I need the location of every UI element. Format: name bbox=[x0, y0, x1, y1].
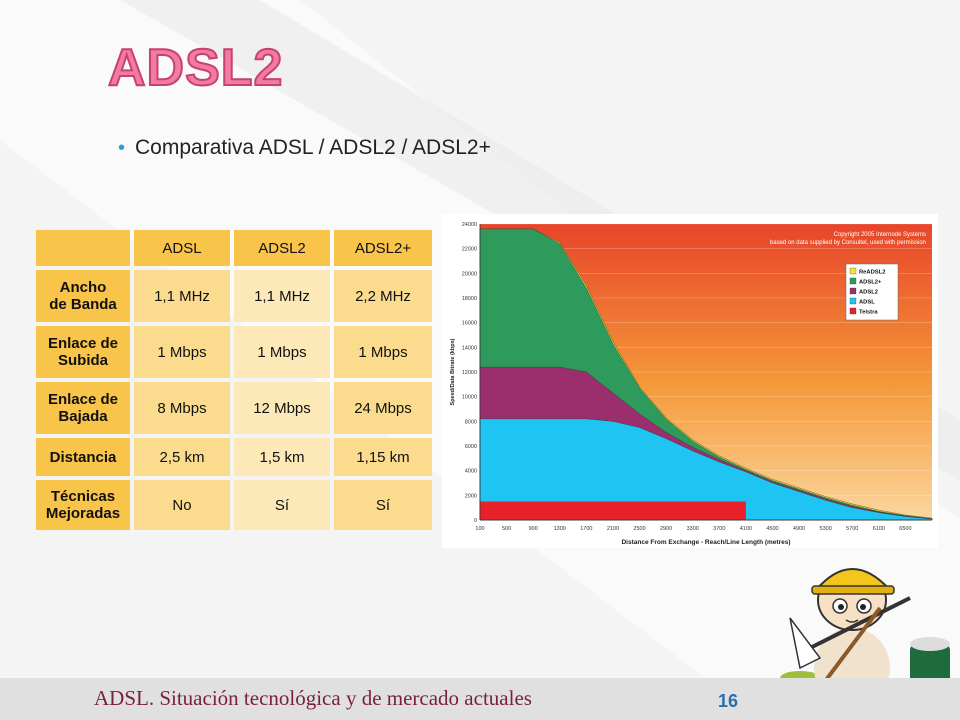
x-tick-label: 5700 bbox=[846, 526, 858, 532]
y-tick-label: 0 bbox=[474, 518, 477, 524]
bullet-item: • Comparativa ADSL / ADSL2 / ADSL2+ bbox=[118, 136, 491, 160]
footer-title: ADSL. Situación tecnológica y de mercado… bbox=[94, 686, 532, 710]
slide-title: ADSL2 bbox=[107, 38, 284, 98]
series-area-telstra bbox=[480, 501, 746, 520]
y-tick-label: 10000 bbox=[462, 395, 477, 401]
table-row-header: Enlace de Bajada bbox=[36, 382, 130, 434]
copyright-note: based on data supplied by Consultel, use… bbox=[770, 240, 926, 246]
x-tick-label: 2100 bbox=[607, 526, 619, 532]
table-cell: 24 Mbps bbox=[334, 382, 432, 434]
x-tick-label: 1700 bbox=[580, 526, 592, 532]
y-tick-label: 6000 bbox=[465, 444, 477, 450]
table-cell: No bbox=[134, 480, 230, 530]
y-tick-label: 18000 bbox=[462, 296, 477, 302]
x-tick-label: 5300 bbox=[820, 526, 832, 532]
table-cell: Sí bbox=[234, 480, 330, 530]
y-tick-label: 4000 bbox=[465, 469, 477, 475]
y-tick-label: 2000 bbox=[465, 493, 477, 499]
x-tick-label: 500 bbox=[502, 526, 511, 532]
legend-label: ADSL2 bbox=[859, 290, 878, 296]
table-row-header: Técnicas Mejoradas bbox=[36, 480, 130, 530]
x-tick-label: 1300 bbox=[554, 526, 566, 532]
x-tick-label: 4100 bbox=[740, 526, 752, 532]
x-tick-label: 900 bbox=[529, 526, 538, 532]
comparison-table: ADSL ADSL2 ADSL2+ Ancho de Banda 1,1 MHz 1,1 … bbox=[36, 230, 432, 530]
legend-label: Telstra bbox=[859, 310, 878, 316]
table-cell: Sí bbox=[334, 480, 432, 530]
page-number: 16 bbox=[718, 691, 739, 711]
legend-swatch bbox=[849, 297, 857, 305]
bullet-text: Comparativa ADSL / ADSL2 / ADSL2+ bbox=[135, 136, 491, 159]
table-cell: 8 Mbps bbox=[134, 382, 230, 434]
y-tick-label: 24000 bbox=[462, 222, 477, 228]
x-tick-label: 6500 bbox=[899, 526, 911, 532]
x-tick-label: 6100 bbox=[873, 526, 885, 532]
series-area-adsl bbox=[479, 418, 933, 521]
copyright-note: Copyright 2005 Internode Systems bbox=[834, 232, 926, 238]
table-cell: 1,1 MHz bbox=[234, 270, 330, 322]
legend-label: ADSL2+ bbox=[859, 280, 882, 286]
x-tick-label: 4500 bbox=[766, 526, 778, 532]
legend-swatch bbox=[849, 287, 857, 295]
y-tick-label: 16000 bbox=[462, 321, 477, 327]
legend-label: ReADSL2 bbox=[859, 270, 885, 276]
table-cell: 1 Mbps bbox=[334, 326, 432, 378]
table-cell: 12 Mbps bbox=[234, 382, 330, 434]
legend-swatch bbox=[849, 307, 857, 315]
table-cell: 1,5 km bbox=[234, 438, 330, 476]
x-tick-label: 3300 bbox=[687, 526, 699, 532]
y-tick-label: 20000 bbox=[462, 271, 477, 277]
table-cell: 2,2 MHz bbox=[334, 270, 432, 322]
x-tick-label: 4900 bbox=[793, 526, 805, 532]
table-cell: 1,15 km bbox=[334, 438, 432, 476]
table-header-cell: ADSL2 bbox=[234, 230, 330, 266]
table-cell: 1 Mbps bbox=[134, 326, 230, 378]
x-tick-label: 3700 bbox=[713, 526, 725, 532]
table-header-cell: ADSL bbox=[134, 230, 230, 266]
y-tick-label: 14000 bbox=[462, 345, 477, 351]
legend-label: ADSL bbox=[859, 300, 875, 306]
table-corner-cell bbox=[36, 230, 130, 266]
table-cell: 1 Mbps bbox=[234, 326, 330, 378]
legend-swatch bbox=[849, 267, 857, 275]
table-row-header: Ancho de Banda bbox=[36, 270, 130, 322]
y-axis-label: Speed/Data Bitrate (kbps) bbox=[450, 338, 456, 405]
bullet-dot-icon: • bbox=[118, 137, 126, 159]
y-tick-label: 12000 bbox=[462, 370, 477, 376]
table-row-header: Distancia bbox=[36, 438, 130, 476]
y-tick-label: 8000 bbox=[465, 419, 477, 425]
table-row-header: Enlace de Subida bbox=[36, 326, 130, 378]
footer-bar bbox=[0, 678, 960, 720]
speed-distance-chart: 0 2000 4000 6000 8000 10000 12000 14000 16000 180… bbox=[442, 214, 938, 548]
table-cell: 2,5 km bbox=[134, 438, 230, 476]
x-tick-label: 2500 bbox=[633, 526, 645, 532]
table-cell: 1,1 MHz bbox=[134, 270, 230, 322]
legend-swatch bbox=[849, 277, 857, 285]
x-axis-label: Distance From Exchange - Reach/Line Leng… bbox=[621, 539, 790, 546]
table-header-cell: ADSL2+ bbox=[334, 230, 432, 266]
x-tick-label: 100 bbox=[475, 526, 484, 532]
y-tick-label: 22000 bbox=[462, 247, 477, 253]
x-tick-label: 2900 bbox=[660, 526, 672, 532]
